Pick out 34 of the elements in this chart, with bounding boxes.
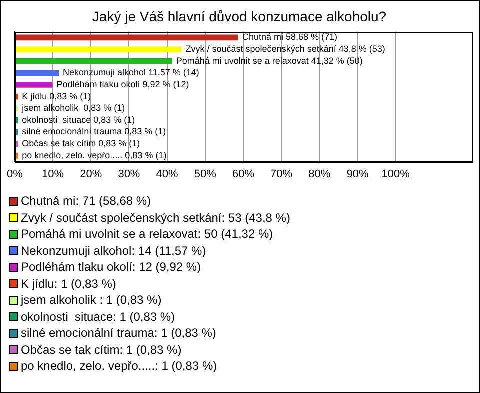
data-label: jsem alkoholik 0,83 % (1) [21,103,126,114]
data-label: po knedlo, zelo. vepřo..... 0,83 % (1) [22,150,167,160]
x-tick-label: 90% [346,168,369,180]
data-label: Chutná mi 58,68 % (71) [242,32,338,42]
data-label: okolnosti situace 0,83 % (1) [22,114,136,125]
legend-label: Pomáhá mi uvolnit se a relaxovat: 50 (41,32 %) [21,226,274,242]
x-tick-label: 70% [270,168,293,180]
legend-label: jsem alkoholik : 1 (0,83 %) [21,292,162,308]
legend-label: po knedlo, zelo. vepřo.....: 1 (0,83 %) [21,358,218,374]
x-tick-label: 20% [80,168,102,180]
data-label: K jídlu 0,83 % (1) [22,91,92,102]
legend-label: okolnosti situace: 1 (0,83 %) [21,308,176,325]
data-label: Zvyk / součást společenských setkání 43,8 % (53) [186,44,386,54]
x-tick-label: 60% [232,168,255,180]
data-label: Pomáhá mi uvolnit se a relaxovat 41,32 % (50) [176,56,363,66]
legend-label: Podléhám tlaku okolí: 12 (9,92 %) [21,259,202,276]
legend-label: silné emocionální trauma: 1 (0,83 %) [21,325,216,342]
x-tick-label: 100% [382,168,410,180]
legend-label: K jídlu: 1 (0,83 %) [21,276,116,292]
data-label: Podléhám tlaku okolí 9,92 % (12) [56,79,190,90]
data-label: Nekonzumuji alkohol 11,57 % (14) [63,68,200,78]
legend-label: Nekonzumuji alkohol: 14 (11,57 %) [21,242,206,259]
data-label: silné emocionální trauma 0,83 % (1) [22,126,166,137]
x-tick-label: 50% [194,168,217,180]
x-tick-label: 40% [156,168,179,180]
chart-title: Jaký je Váš hlavní důvod konzumace alkoholu? [92,8,387,24]
x-tick-label: 80% [308,168,331,180]
data-label: Občas se tak cítim 0,83 % (1) [22,138,140,149]
legend-label: Občas se tak cítim: 1 (0,83 %) [21,342,182,358]
x-tick-label: 0% [6,168,24,180]
legend-label: Zvyk / součást společenských setkání: 53 (43,8 %) [21,210,290,226]
x-tick-label: 10% [42,168,64,180]
x-tick-label: 30% [118,168,140,180]
legend-label: Chutná mi: 71 (58,68 %) [21,193,152,210]
